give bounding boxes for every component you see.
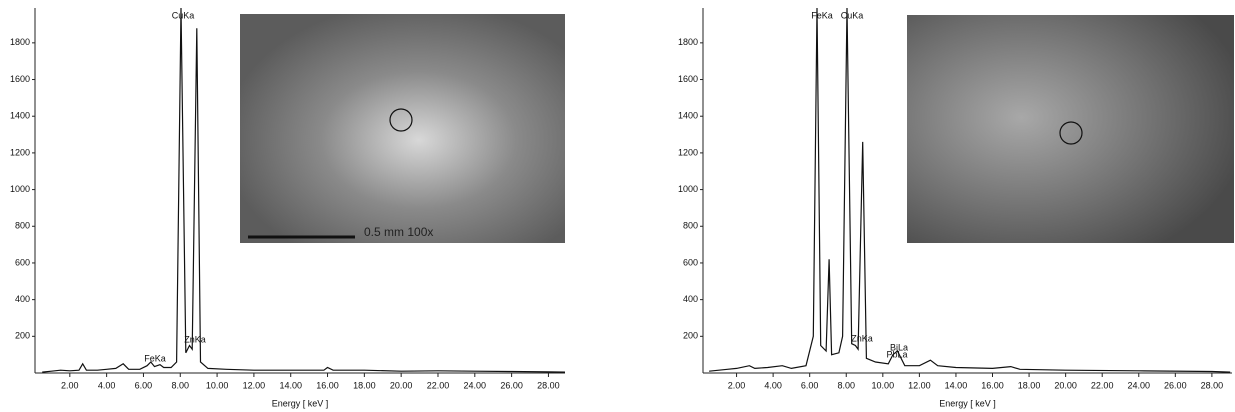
x-tick-label: 6.00 — [135, 380, 153, 390]
y-tick-label: 400 — [15, 294, 30, 304]
y-tick-label: 1000 — [678, 184, 698, 194]
x-tick-label: 28.00 — [537, 380, 560, 390]
y-tick-label: 1600 — [10, 74, 30, 84]
x-axis-label: Energy [ keV ] — [939, 398, 996, 408]
y-tick-label: 1000 — [10, 184, 30, 194]
x-tick-label: 16.00 — [316, 380, 339, 390]
x-tick-label: 20.00 — [1054, 380, 1077, 390]
x-tick-label: 16.00 — [981, 380, 1004, 390]
x-tick-label: 12.00 — [908, 380, 931, 390]
y-tick-label: 400 — [683, 294, 698, 304]
y-tick-label: 800 — [15, 221, 30, 231]
x-tick-label: 26.00 — [1164, 380, 1187, 390]
x-tick-label: 22.00 — [1091, 380, 1114, 390]
x-tick-label: 8.00 — [172, 380, 190, 390]
x-tick-label: 18.00 — [353, 380, 376, 390]
peak-label: PbLa — [886, 349, 907, 359]
x-tick-label: 18.00 — [1018, 380, 1041, 390]
x-tick-label: 2.00 — [61, 380, 79, 390]
peak-label: CuKa — [841, 10, 864, 20]
x-tick-label: 22.00 — [427, 380, 450, 390]
x-tick-label: 4.00 — [98, 380, 116, 390]
y-tick-label: 1800 — [678, 37, 698, 47]
inset-caption: 0.5 mm 100x — [364, 225, 433, 239]
x-tick-label: 10.00 — [872, 380, 895, 390]
y-tick-label: 1600 — [678, 74, 698, 84]
y-tick-label: 600 — [683, 257, 698, 267]
x-tick-label: 10.00 — [206, 380, 229, 390]
x-tick-label: 24.00 — [464, 380, 487, 390]
y-tick-label: 200 — [683, 331, 698, 341]
x-tick-label: 12.00 — [243, 380, 266, 390]
x-tick-label: 24.00 — [1127, 380, 1150, 390]
x-axis-label: Energy [ keV ] — [272, 398, 329, 408]
peak-label: ZnKa — [851, 333, 873, 343]
peak-label: ZnKa — [184, 334, 206, 344]
x-tick-label: 6.00 — [801, 380, 819, 390]
x-tick-label: 2.00 — [728, 380, 746, 390]
x-tick-label: 20.00 — [390, 380, 413, 390]
x-tick-label: 26.00 — [500, 380, 523, 390]
spectrum-line — [709, 7, 1231, 373]
spectrum-line — [42, 7, 566, 373]
y-tick-label: 1400 — [10, 111, 30, 121]
x-tick-label: 4.00 — [764, 380, 782, 390]
peak-label: BiLa — [890, 342, 908, 352]
x-tick-label: 8.00 — [837, 380, 855, 390]
peak-label: FeKa — [811, 10, 833, 20]
peak-label: CuKa — [172, 10, 195, 20]
x-tick-label: 14.00 — [279, 380, 302, 390]
y-tick-label: 200 — [15, 331, 30, 341]
y-tick-label: 1200 — [678, 147, 698, 157]
y-tick-label: 800 — [683, 221, 698, 231]
x-tick-label: 14.00 — [945, 380, 968, 390]
x-tick-label: 28.00 — [1201, 380, 1224, 390]
inset-photo — [907, 15, 1234, 243]
y-tick-label: 1400 — [678, 111, 698, 121]
y-tick-label: 600 — [15, 257, 30, 267]
peak-label: FeKa — [144, 353, 166, 363]
y-tick-label: 1200 — [10, 147, 30, 157]
y-tick-label: 1800 — [10, 37, 30, 47]
inset-photo: 0.5 mm 100x — [240, 14, 565, 243]
